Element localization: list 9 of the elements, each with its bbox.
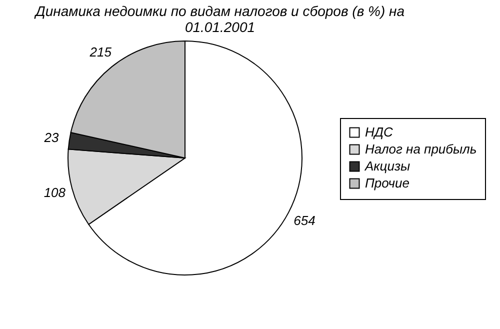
data-label: 215 [88,44,112,60]
legend-label: Прочие [365,176,410,190]
legend-label: Акцизы [364,158,411,174]
data-label: 108 [44,185,66,200]
legend-label: Налог на прибыль [365,142,477,156]
data-label: 23 [43,130,60,146]
data-label: 654 [294,212,316,228]
legend-label: НДС [365,124,394,140]
chart-title: Динамика недоимки по видам налогов и сборов (в %) на 01.01.2001 [33,3,405,35]
